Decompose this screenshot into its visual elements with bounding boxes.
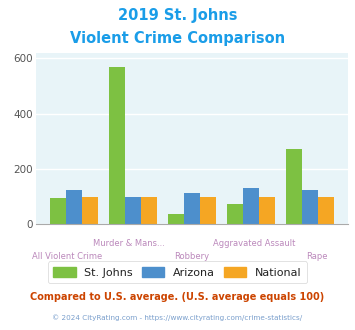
Bar (243, 188, 259, 224)
Text: Murder & Mans...: Murder & Mans... (93, 239, 165, 248)
Bar (259, 197, 275, 224)
Bar (227, 205, 243, 224)
Bar (168, 214, 184, 224)
Bar (141, 197, 157, 224)
Bar (184, 193, 200, 224)
Text: Rape: Rape (306, 252, 327, 261)
Text: Violent Crime Comparison: Violent Crime Comparison (70, 31, 285, 46)
Bar (82, 197, 98, 224)
Bar (125, 197, 141, 224)
Text: Robbery: Robbery (174, 252, 209, 261)
Bar (200, 197, 215, 224)
Bar (66, 190, 82, 224)
Bar (318, 197, 334, 224)
Bar (286, 149, 302, 224)
Bar (302, 190, 318, 224)
Legend: St. Johns, Arizona, National: St. Johns, Arizona, National (48, 261, 307, 283)
Text: © 2024 CityRating.com - https://www.cityrating.com/crime-statistics/: © 2024 CityRating.com - https://www.city… (53, 314, 302, 321)
Bar (109, 67, 125, 224)
Text: Compared to U.S. average. (U.S. average equals 100): Compared to U.S. average. (U.S. average … (31, 292, 324, 302)
Text: All Violent Crime: All Violent Crime (32, 252, 102, 261)
Text: 2019 St. Johns: 2019 St. Johns (118, 8, 237, 23)
Text: Aggravated Assault: Aggravated Assault (213, 239, 295, 248)
Bar (50, 198, 66, 224)
